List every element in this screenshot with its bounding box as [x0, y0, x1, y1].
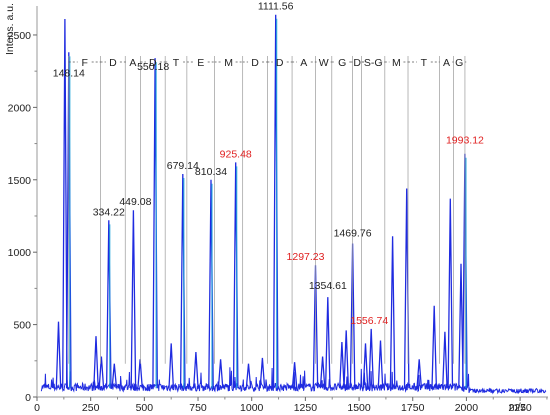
spectrum-peak — [291, 362, 298, 389]
spectrum-peak — [93, 336, 99, 389]
y-tick-label: 500 — [13, 320, 31, 332]
x-tick-label: 750 — [189, 402, 207, 414]
x-tick-label: 0 — [34, 402, 40, 414]
x-tick-label: 1500 — [347, 402, 371, 414]
residue-label: G — [338, 57, 346, 69]
spectrum-peak — [259, 357, 266, 389]
spectrum-peak — [111, 363, 118, 389]
y-tick-label: 0 — [25, 392, 31, 404]
sequence-bracket-layer: F D A D T E M D D A W G D S-G M T A G — [68, 56, 467, 364]
spectrum-peak — [193, 352, 199, 389]
residue-label: A — [129, 57, 136, 69]
spectrum-peak — [339, 341, 345, 389]
x-tick-label: 1000 — [240, 402, 264, 414]
spectrum-peak — [389, 236, 396, 389]
spectrum-peak — [62, 18, 68, 389]
y-axis-title: Intens. a.u. — [4, 3, 16, 55]
y-tick-label: 2000 — [8, 102, 32, 114]
spectrum-peak — [245, 363, 252, 389]
peak-label: 810.34 — [195, 166, 227, 178]
peak-label: 449.08 — [119, 196, 151, 208]
residue-label: M — [224, 57, 233, 69]
spectrum-peak — [217, 359, 224, 389]
residue-label: S-G — [364, 57, 383, 69]
spectrum-peak — [98, 356, 105, 389]
spectrum-peak — [368, 328, 375, 389]
spectrum-peak — [55, 321, 62, 389]
peak-label: 925.48 — [220, 148, 252, 160]
residue-label: F — [81, 57, 87, 69]
x-tick-label: 500 — [136, 402, 154, 414]
spectrum-peak — [343, 330, 350, 389]
y-tick-label: 1500 — [8, 175, 32, 187]
residue-label: T — [421, 57, 428, 69]
spectrum-layer — [40, 14, 547, 395]
spectrum-peak — [458, 263, 464, 389]
x-tick-label: 250 — [82, 402, 100, 414]
residue-label: D — [353, 57, 361, 69]
peak-label: 1469.76 — [334, 227, 372, 239]
peak-label: 679.14 — [167, 160, 199, 172]
spectrum-peak — [168, 343, 175, 389]
x-tick-label: 2000 — [455, 402, 479, 414]
peak-label: 550.18 — [137, 61, 169, 73]
residue-label: A — [443, 57, 450, 69]
residue-label: D — [251, 57, 259, 69]
x-tick-label: 2250 — [508, 402, 532, 414]
peak-label: 334.22 — [93, 206, 125, 218]
x-tick-label: 1250 — [294, 402, 318, 414]
y-tick-label: 1000 — [8, 247, 32, 259]
spectrum-peak — [130, 210, 137, 389]
residue-label: G — [455, 57, 463, 69]
spectrum-peak — [431, 305, 438, 389]
ticks-layer: 0 250 500 750 1000 1250 1500 1750 2000 2250 0 500 10… — [8, 30, 548, 414]
spectrum-peak — [362, 343, 369, 389]
residue-label: M — [392, 57, 401, 69]
residue-label: E — [197, 57, 204, 69]
residue-label: D — [149, 57, 157, 69]
x-tick-label: 1750 — [401, 402, 425, 414]
residue-label: D — [109, 57, 117, 69]
residue-label: T — [173, 57, 180, 69]
spectrum-peak — [377, 340, 384, 389]
y-tick-label: 2500 — [8, 30, 32, 42]
peak-label: 1354.61 — [309, 280, 347, 292]
x-axis-title: m/z — [509, 401, 526, 413]
peak-label: 148.14 — [53, 67, 85, 79]
peak-label: 1297.23 — [287, 251, 325, 263]
peak-label: 1556.74 — [350, 315, 388, 327]
spectrum-peak — [319, 356, 326, 389]
residue-label: A — [300, 57, 307, 69]
residue-label: D — [276, 57, 284, 69]
residue-label: W — [319, 57, 329, 69]
spectrum-peak — [324, 297, 331, 389]
spectrum-peak — [416, 359, 423, 389]
peak-label: 1111.56 — [258, 1, 294, 13]
spectrum-peak — [447, 198, 454, 389]
spectrum-peak — [442, 331, 448, 389]
peak-label: 1993.12 — [446, 135, 484, 147]
spectrum-baseline-trace — [40, 367, 547, 395]
spectrum-peak — [137, 359, 143, 389]
